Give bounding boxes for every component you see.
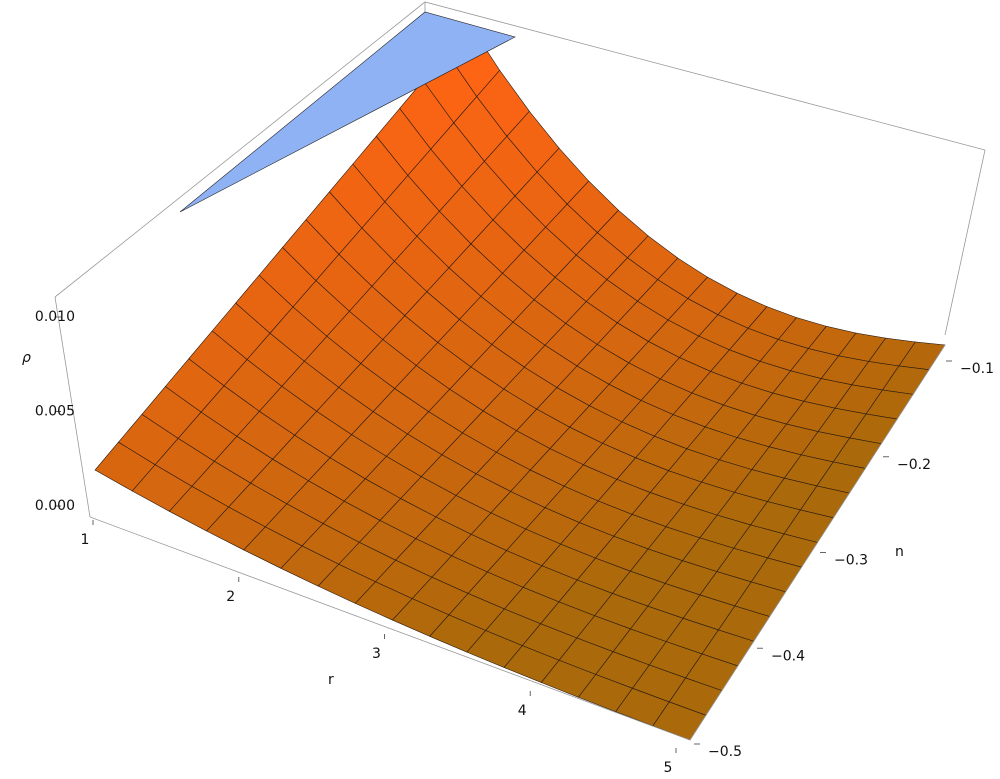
z-axis-label: ρ <box>22 350 31 366</box>
y-tick-label: −0.3 <box>834 553 868 569</box>
x-tick-label: 4 <box>518 703 527 719</box>
x-tick-label: 5 <box>664 760 673 776</box>
surface <box>94 24 946 741</box>
x-tick-label: 1 <box>81 532 90 548</box>
z-tick-label: 0.005 <box>35 404 75 420</box>
surface-cap <box>179 11 516 213</box>
y-axis-label: n <box>895 544 904 560</box>
x-tick-label: 3 <box>372 646 381 662</box>
bounding-box-front <box>89 344 946 741</box>
x-tick-label: 2 <box>226 589 235 605</box>
y-tick-label: −0.5 <box>708 744 742 760</box>
y-tick-label: −0.1 <box>960 361 994 377</box>
y-tick-label: −0.2 <box>897 457 931 473</box>
x-axis-label: r <box>328 672 334 688</box>
z-tick-label: 0.000 <box>35 498 75 514</box>
y-tick-label: −0.4 <box>771 648 805 664</box>
z-tick-label: 0.010 <box>35 309 75 325</box>
